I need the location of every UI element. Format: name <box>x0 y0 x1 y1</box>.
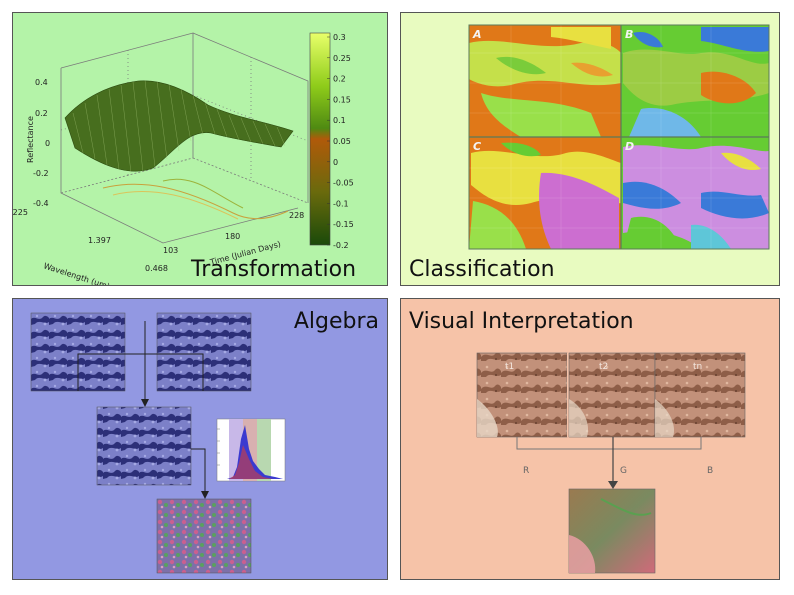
result-image <box>97 407 191 485</box>
floor-contours <box>103 179 288 219</box>
quadrant-label-b: B <box>625 28 633 41</box>
z-tick: 0.4 <box>35 78 48 87</box>
colorbar-tick: 0.1 <box>333 116 346 125</box>
colorbar-tick: -0.15 <box>333 220 354 229</box>
panel-label-algebra: Algebra <box>294 309 379 334</box>
image-label-tn: tn <box>693 362 702 372</box>
colorbar-tick: -0.2 <box>333 241 349 250</box>
x-tick: 1.397 <box>88 236 111 245</box>
classification-map-a <box>469 25 621 137</box>
rgb-composite-diagram: t1 t2 tn R G B <box>401 299 780 580</box>
colorbar-tick: -0.05 <box>333 179 354 188</box>
channel-label-b: B <box>707 466 713 476</box>
z-tick: -0.4 <box>33 199 49 208</box>
quadrant-label-c: C <box>473 140 481 153</box>
colorbar-tick: 0.15 <box>333 95 351 104</box>
image-label-t1: t1 <box>505 362 514 372</box>
panel-label-visual-interpretation: Visual Interpretation <box>409 309 634 334</box>
visual-interpretation-panel: t1 t2 tn R G B Visual Interpretation <box>400 298 780 580</box>
reflectance-surface-plot: 0.4 0.2 0 -0.2 -0.4 Reflectance 2.225 1.… <box>13 13 388 286</box>
algebra-panel: Algebra <box>12 298 388 580</box>
classification-map-b <box>621 25 769 137</box>
x-tick: 0.468 <box>145 264 168 273</box>
z-tick: 0 <box>45 139 50 148</box>
colorbar-tick: -0.1 <box>333 199 349 208</box>
colorbar <box>310 33 330 245</box>
classification-map-d <box>621 137 769 249</box>
y-tick: 228 <box>289 211 304 220</box>
colorbar-tick: 0.2 <box>333 75 346 84</box>
transformation-panel: 0.4 0.2 0 -0.2 -0.4 Reflectance 2.225 1.… <box>12 12 388 286</box>
channel-label-g: G <box>620 466 627 476</box>
quadrant-label-d: D <box>625 140 634 153</box>
x-axis-label: Wavelength (um) <box>42 261 111 286</box>
y-tick: 180 <box>225 232 240 241</box>
classification-map-c <box>469 137 621 249</box>
z-tick: 0.2 <box>35 109 48 118</box>
colorbar-tick: 0 <box>333 158 338 167</box>
x-tick: 2.225 <box>13 208 28 217</box>
panel-label-classification: Classification <box>409 257 555 282</box>
composite-image <box>157 499 251 573</box>
histogram <box>217 419 285 481</box>
classification-maps: A B C D <box>401 13 780 286</box>
colorbar-tick: 0.3 <box>333 33 346 42</box>
colorbar-tick: 0.05 <box>333 137 351 146</box>
reflectance-surface <box>65 80 293 173</box>
image-label-t2: t2 <box>599 362 608 372</box>
channel-connectors <box>517 437 701 449</box>
quadrant-label-a: A <box>472 28 482 41</box>
panel-label-transformation: Transformation <box>191 257 356 282</box>
z-tick: -0.2 <box>33 169 49 178</box>
colorbar-tick: 0.25 <box>333 54 351 63</box>
classification-panel: A B C D Classification <box>400 12 780 286</box>
channel-label-r: R <box>523 466 529 476</box>
z-axis-label: Reflectance <box>26 116 35 163</box>
y-tick: 103 <box>163 246 178 255</box>
image-algebra-diagram <box>13 299 388 580</box>
input-image-2 <box>157 313 251 391</box>
